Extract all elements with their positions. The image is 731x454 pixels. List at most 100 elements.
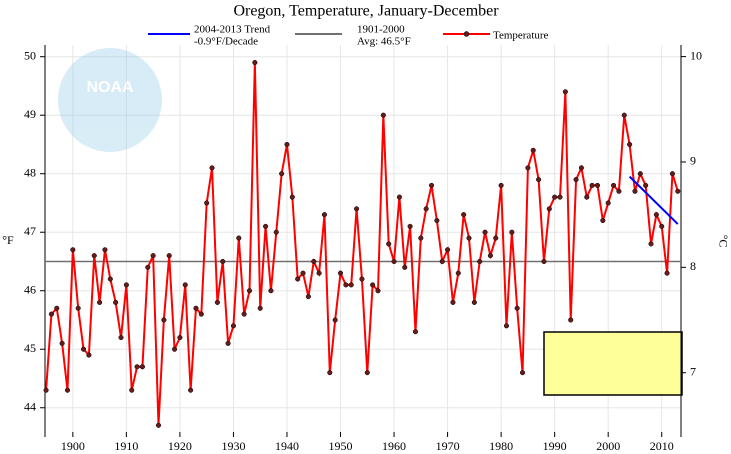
temperature-point bbox=[284, 141, 290, 148]
temperature-point bbox=[246, 288, 253, 294]
temperature-point bbox=[86, 352, 92, 358]
temperature-point bbox=[519, 370, 526, 376]
temperature-point bbox=[675, 188, 681, 194]
temperature-point bbox=[220, 258, 226, 265]
temperature-point bbox=[209, 165, 215, 171]
x-tick-label: 1990 bbox=[543, 439, 567, 453]
temperature-point bbox=[70, 247, 76, 253]
temperature-point bbox=[48, 311, 54, 317]
temperature-point bbox=[236, 235, 242, 241]
temperature-point bbox=[268, 288, 274, 294]
temperature-point bbox=[445, 247, 451, 253]
temperature-point bbox=[600, 217, 606, 224]
temperature-point bbox=[64, 387, 71, 393]
temperature-point bbox=[568, 317, 574, 323]
legend-marker bbox=[463, 31, 470, 37]
noaa-logo: NOAA bbox=[58, 48, 162, 152]
temperature-point bbox=[75, 305, 81, 311]
temperature-point bbox=[482, 229, 488, 235]
y-tick-label: 44 bbox=[24, 399, 36, 413]
temperature-point bbox=[150, 253, 156, 259]
temperature-point bbox=[578, 165, 584, 171]
x-tick-label: 1960 bbox=[382, 439, 406, 453]
temperature-point bbox=[477, 258, 483, 265]
temperature-point bbox=[316, 270, 322, 276]
temperature-point bbox=[557, 194, 563, 200]
temperature-point bbox=[546, 206, 552, 212]
temperature-point bbox=[343, 282, 349, 288]
x-tick-label: 2000 bbox=[596, 439, 620, 453]
temperature-point bbox=[359, 276, 365, 282]
legend-label: 2004-2013 Trend bbox=[194, 24, 271, 36]
temperature-point bbox=[204, 200, 210, 206]
temperature-point bbox=[139, 364, 145, 370]
temperature-point bbox=[364, 370, 370, 376]
temperature-point bbox=[123, 282, 129, 288]
chart-title: Oregon, Temperature, January-December bbox=[233, 3, 499, 20]
temperature-point bbox=[493, 235, 499, 241]
temperature-point bbox=[80, 346, 87, 352]
temperature-point bbox=[423, 206, 429, 212]
y2-tick-label: 9 bbox=[690, 154, 696, 168]
temperature-point bbox=[54, 305, 60, 311]
x-tick-label: 1970 bbox=[436, 439, 460, 453]
temperature-point bbox=[193, 305, 199, 311]
temperature-point bbox=[610, 182, 617, 188]
temperature-point bbox=[418, 235, 424, 241]
temperature-point bbox=[337, 270, 344, 276]
temperature-point bbox=[530, 147, 536, 153]
y2-axis-label: °C bbox=[716, 235, 730, 248]
x-tick-label: 1980 bbox=[489, 439, 513, 453]
temperature-point bbox=[129, 387, 135, 393]
temperature-point bbox=[632, 188, 638, 194]
logo-text: NOAA bbox=[86, 79, 134, 96]
temperature-point bbox=[214, 299, 220, 305]
temperature-point bbox=[375, 288, 381, 294]
temperature-point bbox=[107, 276, 113, 282]
temperature-point bbox=[370, 282, 376, 288]
temperature-point bbox=[59, 340, 65, 346]
temperature-point bbox=[182, 282, 188, 288]
temperature-point bbox=[97, 299, 103, 305]
x-tick-label: 1930 bbox=[221, 439, 245, 453]
temperature-point bbox=[428, 182, 435, 188]
x-tick-label: 1920 bbox=[168, 439, 192, 453]
temperature-point bbox=[407, 223, 413, 229]
y-tick-label: 46 bbox=[24, 282, 36, 296]
temperature-point bbox=[648, 241, 654, 247]
legend-sublabel: -0.9°F/Decade bbox=[194, 36, 258, 48]
temperature-point bbox=[354, 206, 360, 212]
temperature-point bbox=[637, 171, 643, 177]
temperature-point bbox=[102, 247, 108, 253]
temperature-point bbox=[541, 258, 547, 265]
y2-tick-label: 7 bbox=[690, 364, 696, 378]
temperature-point bbox=[498, 182, 504, 188]
legend-sublabel: Avg: 46.5°F bbox=[357, 36, 411, 48]
temperature-point bbox=[664, 270, 670, 276]
temperature-point bbox=[118, 334, 124, 341]
temperature-point bbox=[305, 294, 311, 300]
temperature-point bbox=[659, 223, 665, 229]
temperature-point bbox=[594, 182, 601, 188]
temperature-point bbox=[91, 253, 97, 259]
temperature-point bbox=[241, 311, 247, 317]
temperature-point bbox=[380, 112, 386, 118]
x-tick-label: 1940 bbox=[275, 439, 299, 453]
logo-circle bbox=[58, 48, 162, 152]
temperature-point bbox=[300, 270, 306, 276]
temperature-point bbox=[514, 305, 520, 311]
y-tick-label: 47 bbox=[24, 224, 36, 238]
temperature-point bbox=[487, 253, 493, 259]
temperature-point bbox=[177, 334, 183, 341]
temperature-point bbox=[503, 323, 510, 329]
y-tick-label: 45 bbox=[24, 341, 36, 355]
temperature-point bbox=[252, 60, 258, 66]
temperature-point bbox=[669, 171, 675, 177]
temperature-point bbox=[536, 177, 542, 183]
temperature-point bbox=[155, 422, 162, 428]
temperature-point bbox=[471, 299, 477, 305]
temperature-point bbox=[289, 194, 295, 200]
x-tick-label: 1910 bbox=[114, 439, 138, 453]
